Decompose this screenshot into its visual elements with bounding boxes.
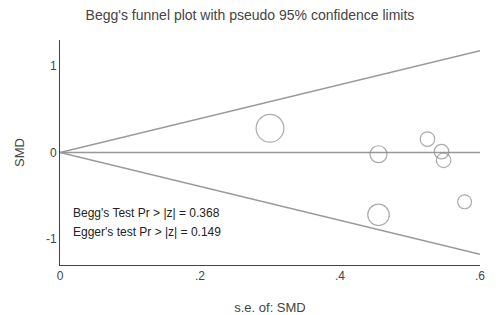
svg-text:.6: .6 xyxy=(475,269,485,283)
svg-text:Egger's test Pr > |z| = 0.149: Egger's test Pr > |z| = 0.149 xyxy=(73,225,221,239)
svg-text:-1: -1 xyxy=(46,232,57,246)
svg-text:.2: .2 xyxy=(195,269,205,283)
svg-text:.4: .4 xyxy=(335,269,345,283)
svg-text:SMD: SMD xyxy=(12,138,27,167)
svg-text:1: 1 xyxy=(50,59,57,73)
svg-text:Begg's funnel plot with pseudo: Begg's funnel plot with pseudo 95% confi… xyxy=(86,7,415,23)
svg-text:0: 0 xyxy=(57,269,64,283)
svg-text:s.e. of: SMD: s.e. of: SMD xyxy=(234,300,306,315)
svg-text:Begg's Test Pr > |z| = 0.368: Begg's Test Pr > |z| = 0.368 xyxy=(73,206,220,220)
svg-text:0: 0 xyxy=(50,146,57,160)
